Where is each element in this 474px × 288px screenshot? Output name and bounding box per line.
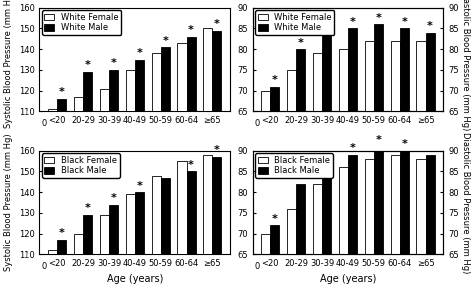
Bar	[212, 31, 221, 288]
Bar	[74, 234, 83, 288]
Bar	[161, 47, 170, 288]
Bar	[322, 33, 331, 288]
Bar	[270, 225, 279, 288]
Bar	[261, 91, 270, 288]
Bar	[417, 159, 426, 288]
Text: *: *	[59, 88, 64, 97]
Text: *: *	[59, 228, 64, 238]
Text: *: *	[349, 143, 356, 153]
Text: *: *	[110, 58, 117, 69]
Y-axis label: Systolic Blood Pressure (mm Hg): Systolic Blood Pressure (mm Hg)	[4, 0, 13, 128]
Bar	[426, 33, 435, 288]
Text: *: *	[188, 160, 194, 170]
Y-axis label: Systolic Blood Pressure (mm Hg): Systolic Blood Pressure (mm Hg)	[4, 134, 13, 271]
X-axis label: Age (years): Age (years)	[319, 274, 376, 284]
Text: *: *	[110, 193, 117, 203]
Text: *: *	[137, 48, 142, 58]
Bar	[57, 240, 66, 288]
Bar	[313, 53, 322, 288]
Bar	[48, 250, 57, 288]
Text: *: *	[188, 25, 194, 35]
Bar	[322, 167, 331, 288]
Bar	[100, 215, 109, 288]
Bar	[391, 41, 400, 288]
Legend: Black Female, Black Male: Black Female, Black Male	[42, 153, 119, 178]
X-axis label: Age (years): Age (years)	[107, 274, 163, 284]
Bar	[374, 146, 383, 288]
Text: *: *	[214, 19, 220, 29]
Text: *: *	[375, 13, 381, 23]
Bar	[203, 155, 212, 288]
Text: 0: 0	[42, 120, 47, 128]
Text: *: *	[272, 214, 278, 224]
Bar	[365, 41, 374, 288]
Text: *: *	[162, 35, 168, 46]
Bar	[296, 184, 305, 288]
Bar	[391, 155, 400, 288]
Bar	[313, 184, 322, 288]
Text: *: *	[324, 21, 329, 31]
Bar	[417, 41, 426, 288]
Bar	[48, 109, 57, 288]
Bar	[177, 161, 187, 288]
Text: *: *	[427, 21, 433, 31]
Bar	[74, 97, 83, 288]
Text: *: *	[375, 135, 381, 145]
Text: *: *	[85, 60, 91, 71]
Bar	[109, 70, 118, 288]
Bar	[261, 234, 270, 288]
Bar	[400, 151, 409, 288]
Text: *: *	[298, 172, 304, 182]
Bar	[296, 49, 305, 288]
Bar	[348, 155, 357, 288]
Bar	[152, 53, 161, 288]
Text: *: *	[401, 139, 407, 149]
Bar	[212, 157, 221, 288]
Y-axis label: Diastolic Blood Pressure (mm Hg): Diastolic Blood Pressure (mm Hg)	[461, 132, 470, 273]
Bar	[152, 175, 161, 288]
Text: *: *	[349, 17, 356, 27]
Bar	[126, 194, 135, 288]
Text: *: *	[85, 203, 91, 213]
Bar	[348, 29, 357, 288]
Y-axis label: Diastolic Blood Pressure (mm Hg): Diastolic Blood Pressure (mm Hg)	[461, 0, 470, 130]
Bar	[135, 192, 144, 288]
Bar	[135, 60, 144, 288]
Bar	[57, 99, 66, 288]
Bar	[109, 204, 118, 288]
Bar	[365, 159, 374, 288]
Bar	[126, 70, 135, 288]
Bar	[339, 167, 348, 288]
Bar	[177, 43, 187, 288]
Legend: White Female, White Male: White Female, White Male	[42, 10, 121, 35]
Bar	[83, 72, 92, 288]
Text: *: *	[137, 181, 142, 191]
Text: *: *	[401, 17, 407, 27]
Bar	[83, 215, 92, 288]
Bar	[270, 87, 279, 288]
Text: *: *	[298, 38, 304, 48]
Bar	[100, 89, 109, 288]
Text: *: *	[324, 156, 329, 166]
Legend: Black Female, Black Male: Black Female, Black Male	[255, 153, 333, 178]
Bar	[400, 29, 409, 288]
Text: 0: 0	[255, 120, 260, 128]
Bar	[203, 29, 212, 288]
Text: 0: 0	[255, 262, 260, 271]
Bar	[187, 37, 196, 288]
Text: 0: 0	[42, 262, 47, 271]
Bar	[426, 155, 435, 288]
Bar	[187, 171, 196, 288]
Bar	[161, 178, 170, 288]
Bar	[287, 209, 296, 288]
Legend: White Female, White Male: White Female, White Male	[255, 10, 334, 35]
Bar	[339, 49, 348, 288]
Text: *: *	[214, 145, 220, 155]
Text: *: *	[272, 75, 278, 85]
Bar	[374, 24, 383, 288]
Bar	[287, 70, 296, 288]
